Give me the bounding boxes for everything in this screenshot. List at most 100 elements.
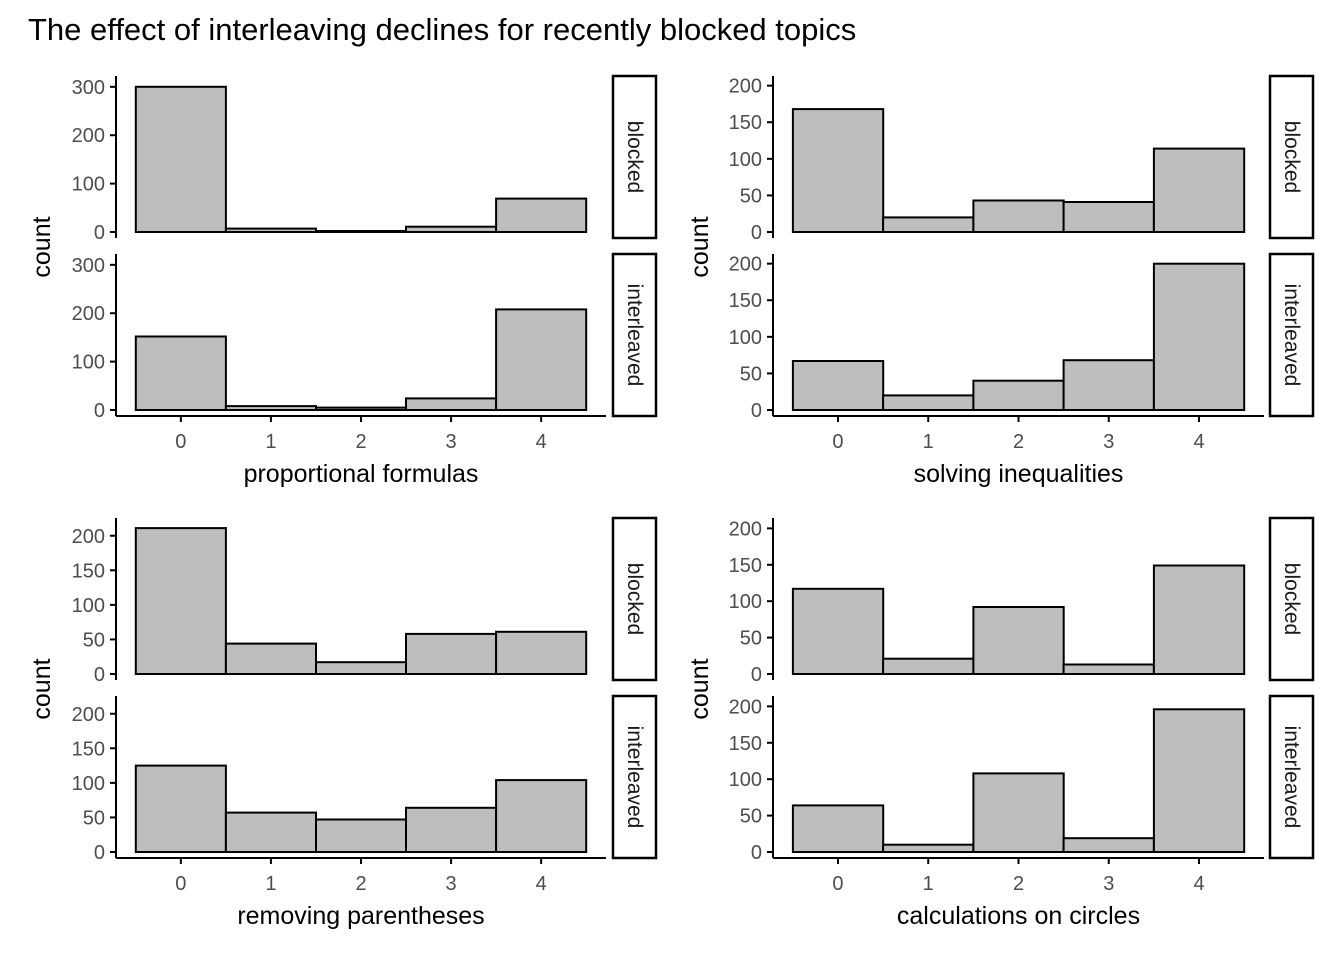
x-tick-label: 3 bbox=[1103, 873, 1114, 895]
y-tick-label: 100 bbox=[729, 149, 762, 171]
bar-0 bbox=[134, 764, 227, 853]
y-tick-label: 0 bbox=[751, 222, 762, 244]
bar-0 bbox=[791, 804, 885, 854]
bar-2 bbox=[972, 772, 1065, 854]
y-tick-label: 300 bbox=[72, 77, 105, 99]
bar-3 bbox=[1062, 663, 1155, 675]
x-tick-label: 0 bbox=[175, 873, 186, 895]
facet-strip-label: interleaved bbox=[1280, 726, 1303, 829]
bar-2 bbox=[315, 661, 408, 676]
facet-strip bbox=[1268, 74, 1315, 240]
y-tick-label: 200 bbox=[729, 696, 762, 718]
facet-strip bbox=[1268, 252, 1315, 418]
x-tick-label: 3 bbox=[446, 431, 457, 453]
bar-0 bbox=[791, 360, 885, 411]
y-tick-label: 0 bbox=[751, 842, 762, 864]
y-tick-label: 50 bbox=[83, 629, 105, 651]
facet-strip bbox=[611, 74, 658, 240]
bar-4 bbox=[1152, 147, 1246, 234]
bar-4 bbox=[1152, 564, 1246, 675]
bar-1 bbox=[224, 642, 317, 675]
bar-3 bbox=[405, 225, 498, 233]
x-axis-title: calculations on circles bbox=[897, 902, 1140, 930]
bar-3 bbox=[405, 397, 498, 411]
y-tick-label: 100 bbox=[72, 595, 105, 617]
y-axis-title: count bbox=[686, 658, 714, 719]
facet-strip bbox=[611, 252, 658, 418]
x-tick-label: 2 bbox=[1013, 873, 1024, 895]
y-tick-label: 200 bbox=[729, 518, 762, 540]
y-tick-label: 100 bbox=[729, 327, 762, 349]
y-tick-label: 0 bbox=[94, 664, 105, 686]
bar-1 bbox=[224, 405, 317, 412]
facet-strip-label: blocked bbox=[623, 121, 646, 193]
y-tick-label: 200 bbox=[729, 254, 762, 276]
bar-2 bbox=[315, 406, 408, 412]
x-axis-title: proportional formulas bbox=[244, 460, 479, 488]
facet-strip bbox=[1268, 694, 1315, 860]
x-tick-label: 1 bbox=[265, 431, 276, 453]
x-tick-label: 2 bbox=[1013, 431, 1024, 453]
y-tick-label: 50 bbox=[740, 628, 762, 650]
facet-strip-label: interleaved bbox=[623, 284, 646, 387]
facet-strip bbox=[611, 516, 658, 682]
y-tick-label: 150 bbox=[729, 733, 762, 755]
bar-3 bbox=[405, 632, 498, 676]
bar-3 bbox=[1062, 837, 1155, 854]
y-tick-label: 0 bbox=[94, 222, 105, 244]
bar-3 bbox=[405, 806, 498, 853]
bar-2 bbox=[972, 606, 1065, 675]
x-tick-label: 4 bbox=[1193, 431, 1204, 453]
y-tick-label: 200 bbox=[72, 526, 105, 548]
x-tick-label: 4 bbox=[536, 431, 547, 453]
bar-3 bbox=[1062, 359, 1155, 412]
y-tick-label: 0 bbox=[751, 400, 762, 422]
x-tick-label: 0 bbox=[832, 873, 843, 895]
y-axis-title: count bbox=[28, 216, 56, 277]
bar-1 bbox=[882, 394, 975, 411]
y-tick-label: 50 bbox=[740, 806, 762, 828]
bar-1 bbox=[882, 657, 975, 676]
x-tick-label: 4 bbox=[536, 873, 547, 895]
y-tick-label: 150 bbox=[729, 290, 762, 312]
bar-4 bbox=[495, 779, 588, 853]
x-axis-title: solving inequalities bbox=[914, 460, 1124, 488]
facet-strip-label: blocked bbox=[1280, 121, 1303, 193]
x-tick-label: 1 bbox=[923, 431, 934, 453]
y-tick-label: 300 bbox=[72, 255, 105, 277]
x-tick-label: 0 bbox=[832, 431, 843, 453]
bar-4 bbox=[495, 630, 588, 675]
bar-3 bbox=[1062, 201, 1155, 233]
y-tick-label: 50 bbox=[83, 807, 105, 829]
y-tick-label: 200 bbox=[72, 125, 105, 147]
y-axis-title: count bbox=[28, 658, 56, 719]
bar-2 bbox=[315, 818, 408, 853]
x-axis-title: removing parentheses bbox=[237, 902, 484, 930]
bar-1 bbox=[882, 843, 975, 854]
facet-strip-label: interleaved bbox=[623, 726, 646, 829]
bar-1 bbox=[224, 811, 317, 853]
x-tick-label: 2 bbox=[355, 431, 366, 453]
y-tick-label: 200 bbox=[72, 704, 105, 726]
y-tick-label: 100 bbox=[729, 591, 762, 613]
y-tick-label: 50 bbox=[740, 363, 762, 385]
y-tick-label: 0 bbox=[751, 664, 762, 686]
y-tick-label: 150 bbox=[729, 112, 762, 134]
y-tick-label: 200 bbox=[72, 303, 105, 325]
y-tick-label: 200 bbox=[729, 76, 762, 98]
x-tick-label: 1 bbox=[265, 873, 276, 895]
y-tick-label: 150 bbox=[72, 738, 105, 760]
y-tick-label: 100 bbox=[72, 352, 105, 374]
facet-strip-label: interleaved bbox=[1280, 284, 1303, 387]
bar-0 bbox=[791, 108, 885, 233]
facet-strip-label: blocked bbox=[1280, 563, 1303, 635]
x-tick-label: 3 bbox=[446, 873, 457, 895]
facet-strip bbox=[611, 694, 658, 860]
x-tick-label: 2 bbox=[355, 873, 366, 895]
x-tick-label: 1 bbox=[923, 873, 934, 895]
y-tick-label: 100 bbox=[72, 773, 105, 795]
y-tick-label: 100 bbox=[72, 174, 105, 196]
y-tick-label: 0 bbox=[94, 400, 105, 422]
x-tick-label: 3 bbox=[1103, 431, 1114, 453]
